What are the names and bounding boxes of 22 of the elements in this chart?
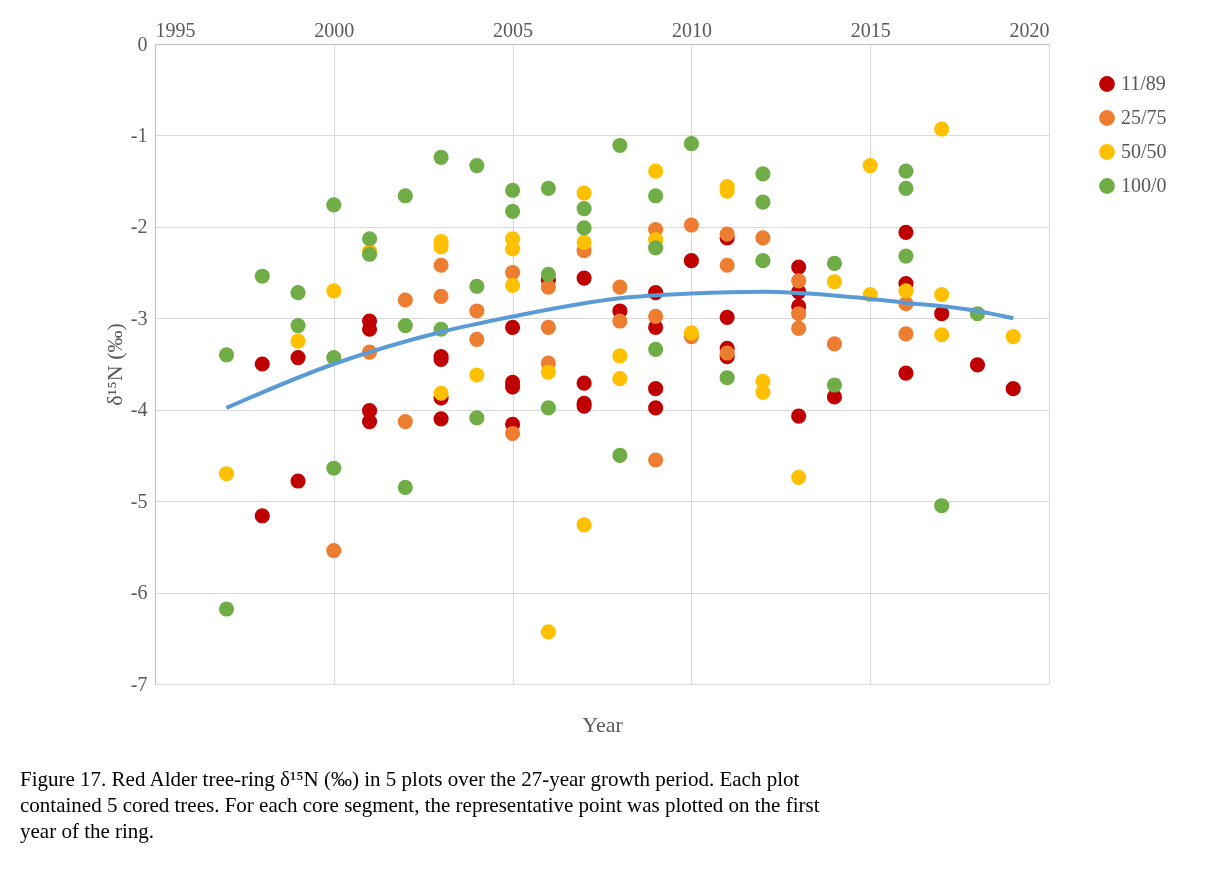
line-series: [224, 289, 1016, 410]
x-tick-label: 2000: [314, 18, 355, 41]
y-tick-label: -1: [130, 123, 148, 146]
y-tick-label: -7: [130, 672, 148, 695]
y-tick-label: 0: [137, 32, 148, 55]
y-tick-label: -2: [130, 215, 148, 238]
y-tick-label: -3: [130, 306, 148, 329]
x-tick-label: 2015: [850, 18, 891, 41]
y-tick-label: -5: [130, 489, 148, 512]
legend-label: 50/50: [1121, 140, 1167, 162]
x-tick-label: 1995: [155, 18, 196, 41]
x-tick-label: 2020: [1009, 18, 1050, 41]
x-axis-title: Year: [582, 711, 624, 737]
y-tick-label: -4: [130, 398, 148, 421]
x-tick-label: 2010: [671, 18, 712, 41]
legend-label: 11/89: [1121, 72, 1166, 94]
y-axis-title: δ¹⁵N (‰): [101, 323, 127, 406]
legend-label: 100/0: [1121, 174, 1167, 196]
y-tick-label: -6: [130, 581, 148, 604]
x-tick-label: 2005: [493, 18, 534, 41]
legend-label: 25/75: [1121, 106, 1167, 128]
caption: Figure 17. Red Alder tree-ring δ¹⁵N (‰) in 5 plots over the 27-year growth period. Each plot contained 5 cored trees. For each core segment, the representative point was plotted on the first year of the ring.: [20, 767, 820, 843]
